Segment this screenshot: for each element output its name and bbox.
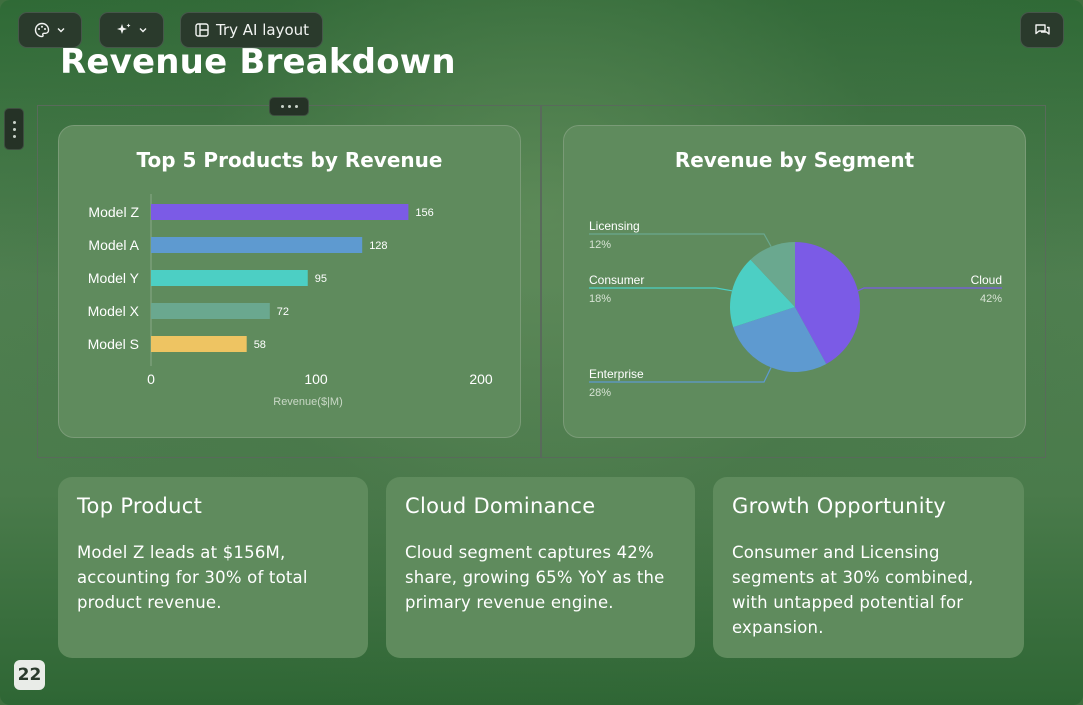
insight-title: Top Product (77, 494, 203, 518)
try-ai-layout-button[interactable]: Try AI layout (180, 12, 323, 48)
comment-button[interactable] (1020, 12, 1064, 48)
selection-divider (540, 105, 542, 458)
pie-chart-title: Revenue by Segment (674, 148, 915, 172)
pie-leader-line (589, 287, 733, 292)
layout-icon (195, 23, 209, 37)
drag-handle-horizontal[interactable] (269, 97, 309, 116)
pie-slice (733, 307, 827, 372)
bar-value-label: 95 (315, 273, 327, 285)
bar-value-label: 58 (254, 339, 266, 351)
x-tick-label: 200 (469, 371, 493, 387)
selection-frame (37, 105, 1046, 458)
drag-handle-vertical[interactable] (4, 108, 24, 150)
theme-button[interactable] (18, 12, 82, 48)
insight-title: Growth Opportunity (732, 494, 947, 518)
x-tick-label: 0 (147, 371, 155, 387)
pie-slice-percent: 42% (980, 293, 1002, 305)
bar (151, 237, 363, 253)
pie-slice-label: Licensing (589, 219, 640, 233)
pie-leader-line (589, 367, 772, 383)
bar (151, 303, 270, 319)
bar-category-label: Model Y (88, 270, 140, 286)
bar-value-label: 128 (369, 240, 387, 252)
insight-body: Consumer and Licensing segments at 30% c… (732, 543, 974, 637)
pie-slice (750, 242, 795, 307)
insight-body: Model Z leads at $156M, accounting for 3… (77, 543, 308, 612)
x-axis-title: Revenue($|M) (273, 396, 343, 408)
pie-slice-label: Consumer (589, 273, 644, 287)
bar (151, 270, 308, 286)
pie-slice (795, 242, 860, 364)
insight-card-growth-opportunity[interactable]: Growth Opportunity Consumer and Licensin… (713, 477, 1024, 658)
palette-icon (34, 22, 50, 38)
insight-card-cloud-dominance[interactable]: Cloud Dominance Cloud segment captures 4… (386, 477, 695, 658)
bar (151, 204, 409, 220)
chevron-down-icon (139, 28, 146, 33)
comment-icon (1034, 24, 1050, 35)
pie-slice-percent: 12% (589, 239, 611, 251)
bar-category-label: Model X (88, 303, 140, 319)
x-tick-label: 100 (304, 371, 328, 387)
pie-slice-label: Enterprise (589, 367, 644, 381)
page-number[interactable]: 22 (14, 660, 45, 690)
insight-card-top-product[interactable]: Top Product Model Z leads at $156M, acco… (58, 477, 368, 658)
pie-slice-percent: 18% (589, 293, 611, 305)
pie-slice (730, 259, 795, 328)
pie-slice-percent: 28% (589, 387, 611, 399)
sparkles-icon (116, 23, 130, 34)
insight-body: Cloud segment captures 42% share, growin… (405, 543, 665, 612)
bar-chart-title: Top 5 Products by Revenue (136, 148, 443, 172)
ai-button[interactable] (99, 12, 164, 48)
bar (151, 336, 247, 352)
pie-slice-label: Cloud (971, 273, 1002, 287)
pie-chart-card[interactable]: Revenue by Segment Cloud 42% Enterprise 28%… (563, 125, 1026, 438)
bar-value-label: 156 (415, 207, 433, 219)
pie-chart: Cloud 42% Enterprise 28% Consumer 18% Licensin… (589, 219, 1002, 399)
bar-value-label: 72 (277, 306, 289, 318)
pie-leader-line (857, 287, 1002, 292)
chevron-down-icon (57, 28, 65, 33)
bar-category-label: Model Z (88, 204, 139, 220)
slide-title: Revenue Breakdown (60, 42, 456, 82)
bar-chart-card[interactable]: Top 5 Products by Revenue Model Z 156 Mode… (58, 125, 521, 438)
insight-title: Cloud Dominance (405, 494, 596, 518)
bar-category-label: Model A (88, 237, 139, 253)
try-ai-layout-label: Try AI layout (215, 21, 310, 39)
bar-chart: Model Z 156 Model A 128 Model Y 95 Model X 72 Mo… (88, 194, 493, 408)
pie-leader-line (589, 233, 772, 247)
bar-category-label: Model S (88, 336, 139, 352)
